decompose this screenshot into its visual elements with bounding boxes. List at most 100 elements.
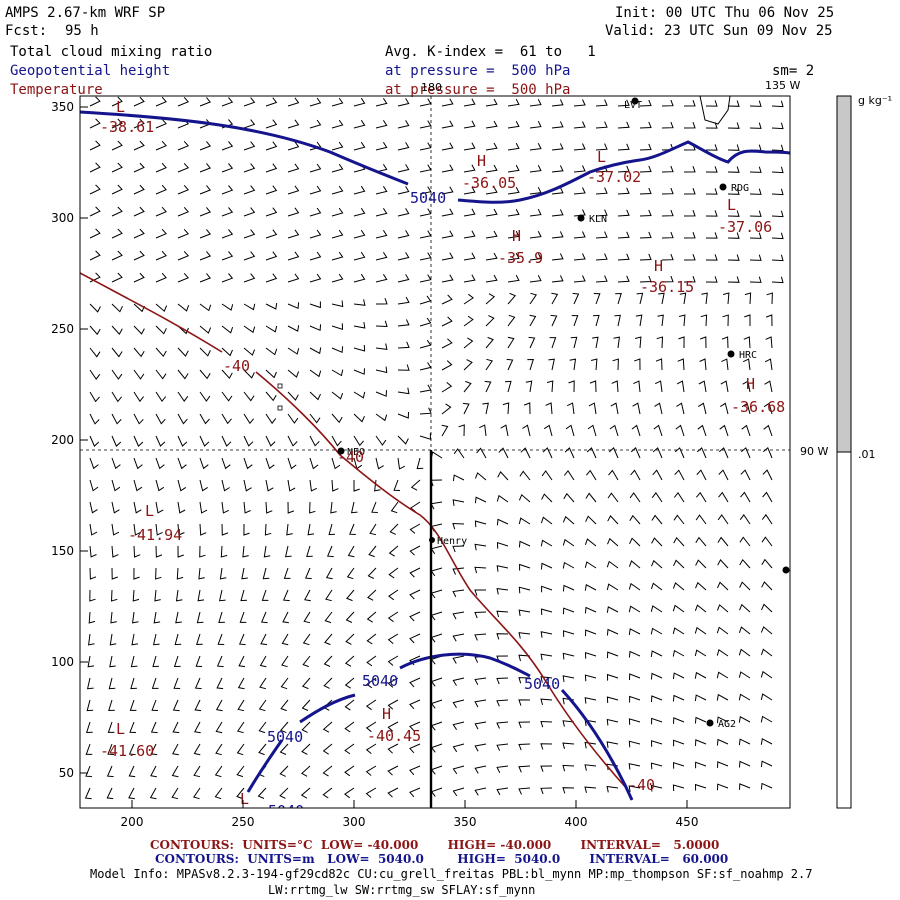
wind-barb [652,447,663,459]
wind-barb [629,514,641,525]
wind-barb [199,303,212,312]
wind-barb [86,699,94,712]
wind-barb [397,341,410,349]
wind-barb [749,276,762,283]
wind-barb [661,99,674,107]
wind-barb [89,250,101,261]
y-axis-labels: 350 300 250 200 150 100 50 [51,100,74,780]
wind-barb [221,207,234,217]
wind-barb [617,121,630,129]
wind-barb [322,787,333,799]
wind-barb [595,187,608,195]
wind-barb [387,721,399,732]
wind-barb [155,303,168,313]
wind-barb [133,140,145,151]
wind-barb [239,611,247,623]
wind-barb [654,380,663,393]
temp-low-marker: L [597,148,606,166]
wind-barb [258,743,267,756]
wind-barb [133,435,144,447]
wind-barb [172,743,179,756]
wind-barb [673,536,685,547]
wind-barb [573,143,586,151]
wind-barb [331,300,344,308]
wind-barb [177,523,185,536]
wind-barb [309,163,322,173]
wind-barb [132,589,140,602]
wind-barb [309,207,322,217]
wind-barb [683,276,696,283]
wind-barb [696,469,707,481]
wind-barb [111,413,122,425]
axis-ticks [80,106,688,808]
wind-barb [375,298,388,305]
wind-barb [739,603,751,613]
wind-barb [365,699,377,711]
wind-barb [265,457,275,470]
wind-barb [221,229,234,239]
wind-barb [474,472,487,481]
wind-barb [771,122,784,130]
wind-barb [441,403,452,415]
wind-barb [651,537,663,547]
wind-barb [551,121,564,129]
wind-barb [397,142,410,151]
wind-barb [409,787,421,798]
wind-barb [617,99,630,107]
forecast-label: Fcst: [5,23,48,39]
wind-barb [111,162,123,173]
wind-barb [441,252,454,261]
wind-barb [111,118,123,129]
station-label-rdg: RDG [731,183,749,194]
wind-barb [484,380,492,393]
wind-barb [696,447,707,459]
wind-barb [551,209,564,217]
wind-barb [397,164,410,173]
wind-barb [344,677,355,689]
wind-barb [397,411,409,419]
wind-barb [301,721,311,733]
wind-barb [529,142,542,151]
wind-barb [287,251,300,261]
wind-barb [325,567,333,580]
wind-barb [485,98,498,107]
wind-barb [606,583,619,591]
wind-barb [265,303,278,310]
wind-barb [760,715,773,723]
wind-barb [551,231,564,239]
wind-barb [409,743,421,754]
wind-barb [764,380,773,393]
wind-barb [716,738,729,746]
wind-barb [111,272,123,283]
wind-barb [309,119,322,129]
wind-barb [716,604,729,613]
wind-barb [607,537,619,547]
wind-barb [177,206,190,217]
wind-barb [111,523,120,536]
wind-barb [257,787,267,799]
wind-barb [89,589,96,602]
wind-barb [584,652,597,659]
wind-barb [741,402,751,415]
wind-barb [177,413,188,425]
wind-barb [771,188,784,196]
wind-barb [584,741,597,749]
wind-barb [287,163,300,173]
wind-barb [221,141,234,151]
wind-barb [309,273,322,283]
wind-barb [628,582,641,591]
wind-barb [177,250,190,261]
wind-barb [111,303,123,313]
wind-barb [171,765,179,778]
wind-barb [760,648,773,657]
wind-barb [89,303,101,313]
wind-barb [628,605,641,613]
wind-barb [749,254,762,261]
wind-barb [717,783,729,791]
y-tick-label: 150 [51,544,74,558]
wind-barb [344,655,355,667]
lon-label-180: 180 [421,81,442,94]
wind-barb [286,523,293,536]
wind-barb [738,760,751,768]
wind-barb [419,433,432,440]
